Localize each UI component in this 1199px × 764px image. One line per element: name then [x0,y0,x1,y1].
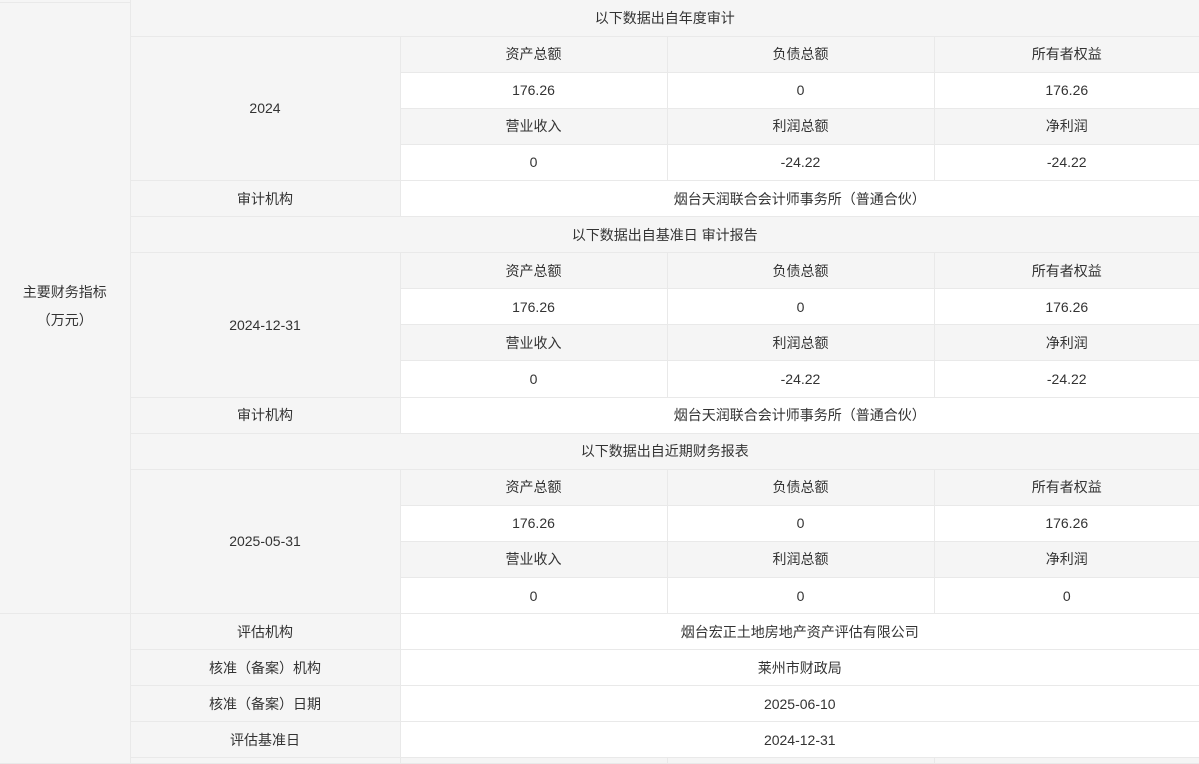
metric-header-owner-equity: 所有者权益 [933,35,1199,73]
value-net-profit: -24.22 [933,143,1199,181]
metric-header-net-profit: 净利润 [933,324,1199,362]
approval-agency-label: 核准（备案）机构 [130,649,401,687]
audit-agency-label: 审计机构 [130,396,401,434]
audit-agency-value: 烟台天润联合会计师事务所（普通合伙） [399,179,1199,218]
metric-header-net-profit: 净利润 [933,540,1199,579]
audit-agency-value: 烟台天润联合会计师事务所（普通合伙） [399,396,1199,434]
table-row: 审计机构 烟台天润联合会计师事务所（普通合伙） [0,179,1199,218]
value-owner-equity: 176.26 [933,288,1199,326]
table-row: 0 -24.22 -24.22 [0,143,1199,181]
evaluation-agency-label: 评估机构 [129,613,401,651]
table-row: 2025-05-31 资产总额 负债总额 所有者权益 [0,468,1199,615]
table-row: 以下数据出自近期财务报表 [0,432,1199,470]
metric-header-total-liabilities: 负债总额 [666,35,935,73]
value-total-profit: 0 [666,576,935,615]
value-operating-revenue: 0 [400,143,668,181]
evaluation-basedate-label: 评估基准日 [130,721,401,759]
table-row: 0 -24.22 -24.22 [0,360,1199,398]
partial-row-cell [399,757,668,764]
metric-header-owner-equity: 所有者权益 [933,468,1199,506]
evaluation-basedate-value: 2024-12-31 [399,721,1199,759]
approval-agency-value: 莱州市财政局 [399,649,1199,687]
metric-header-total-liabilities: 负债总额 [666,252,935,290]
table-row: 以下数据出自基准日 审计报告 [0,216,1199,254]
partial-row-cell [130,757,401,764]
table-row: 176.26 0 176.26 [0,71,1199,109]
table-row-partial [0,757,1199,764]
value-owner-equity: 176.26 [933,71,1199,109]
metric-header-total-assets: 资产总额 [399,468,668,506]
metric-header-total-assets: 资产总额 [399,252,668,290]
metric-header-total-profit: 利润总额 [666,540,935,579]
table-row: 评估基准日 2024-12-31 [0,721,1199,759]
sidebar-label-line1: 主要财务指标 [22,284,107,301]
partial-row-cell [933,757,1199,764]
section-header-annual-audit: 以下数据出自年度审计 [129,0,1199,37]
sidebar-label-line2: （万元） [36,311,93,328]
table-row: 营业收入 利润总额 净利润 [0,324,1199,362]
metric-header-total-liabilities: 负债总额 [666,468,935,506]
metric-header-operating-revenue: 营业收入 [400,107,668,145]
value-total-profit: -24.22 [666,143,935,181]
table-row: 核准（备案）机构 莱州市财政局 [0,649,1199,687]
section-header-basedate-audit: 以下数据出自基准日 审计报告 [130,216,1199,254]
evaluation-agency-value: 烟台宏正土地房地产资产评估有限公司 [399,613,1199,651]
table-row: 176.26 0 176.26 [0,504,1199,542]
metric-header-operating-revenue: 营业收入 [400,324,668,362]
table-row: 2024-12-31 资产总额 负债总额 所有者权益 [0,252,1199,398]
value-operating-revenue: 0 [400,576,668,615]
value-total-liabilities: 0 [666,504,935,542]
sidebar-next-section-cell [0,613,131,764]
value-owner-equity: 176.26 [933,504,1199,542]
approval-date-label: 核准（备案）日期 [130,685,401,723]
value-total-liabilities: 0 [666,288,935,326]
metric-header-total-profit: 利润总额 [666,324,935,362]
section-header-recent-statements: 以下数据出自近期财务报表 [130,432,1199,470]
value-total-assets: 176.26 [400,288,668,326]
table-row: 主要财务指标 （万元） 以下数据出自年度审计 [0,0,1199,615]
value-net-profit: -24.22 [933,360,1199,398]
value-operating-revenue: 0 [400,360,668,398]
cropped-row-divider [0,2,130,3]
value-total-liabilities: 0 [666,71,935,109]
table-row: 176.26 0 176.26 [0,288,1199,326]
sidebar-financial-indicators-label: 主要财务指标 （万元） [0,0,131,615]
table-row: 营业收入 利润总额 净利润 [0,540,1199,579]
table-row: 0 0 0 [0,576,1199,615]
metric-header-owner-equity: 所有者权益 [933,252,1199,290]
metric-header-operating-revenue: 营业收入 [400,540,668,579]
value-total-assets: 176.26 [400,504,668,542]
period-cell-2024: 2024 [130,35,401,181]
audit-agency-label: 审计机构 [130,179,401,218]
metric-header-total-assets: 资产总额 [399,35,668,73]
period-cell-2025-05-31: 2025-05-31 [130,468,401,615]
metric-header-total-profit: 利润总额 [666,107,935,145]
table-row: 评估机构 烟台宏正土地房地产资产评估有限公司 [0,613,1199,764]
approval-date-value: 2025-06-10 [399,685,1199,723]
value-total-profit: -24.22 [666,360,935,398]
value-total-assets: 176.26 [400,71,668,109]
partial-row-cell [666,757,935,764]
metric-header-net-profit: 净利润 [933,107,1199,145]
table-row: 核准（备案）日期 2025-06-10 [0,685,1199,723]
period-cell-2024-12-31: 2024-12-31 [130,252,401,398]
table-row: 审计机构 烟台天润联合会计师事务所（普通合伙） [0,396,1199,434]
value-net-profit: 0 [933,576,1199,615]
table-row: 2024 资产总额 负债总额 所有者权益 [0,35,1199,181]
